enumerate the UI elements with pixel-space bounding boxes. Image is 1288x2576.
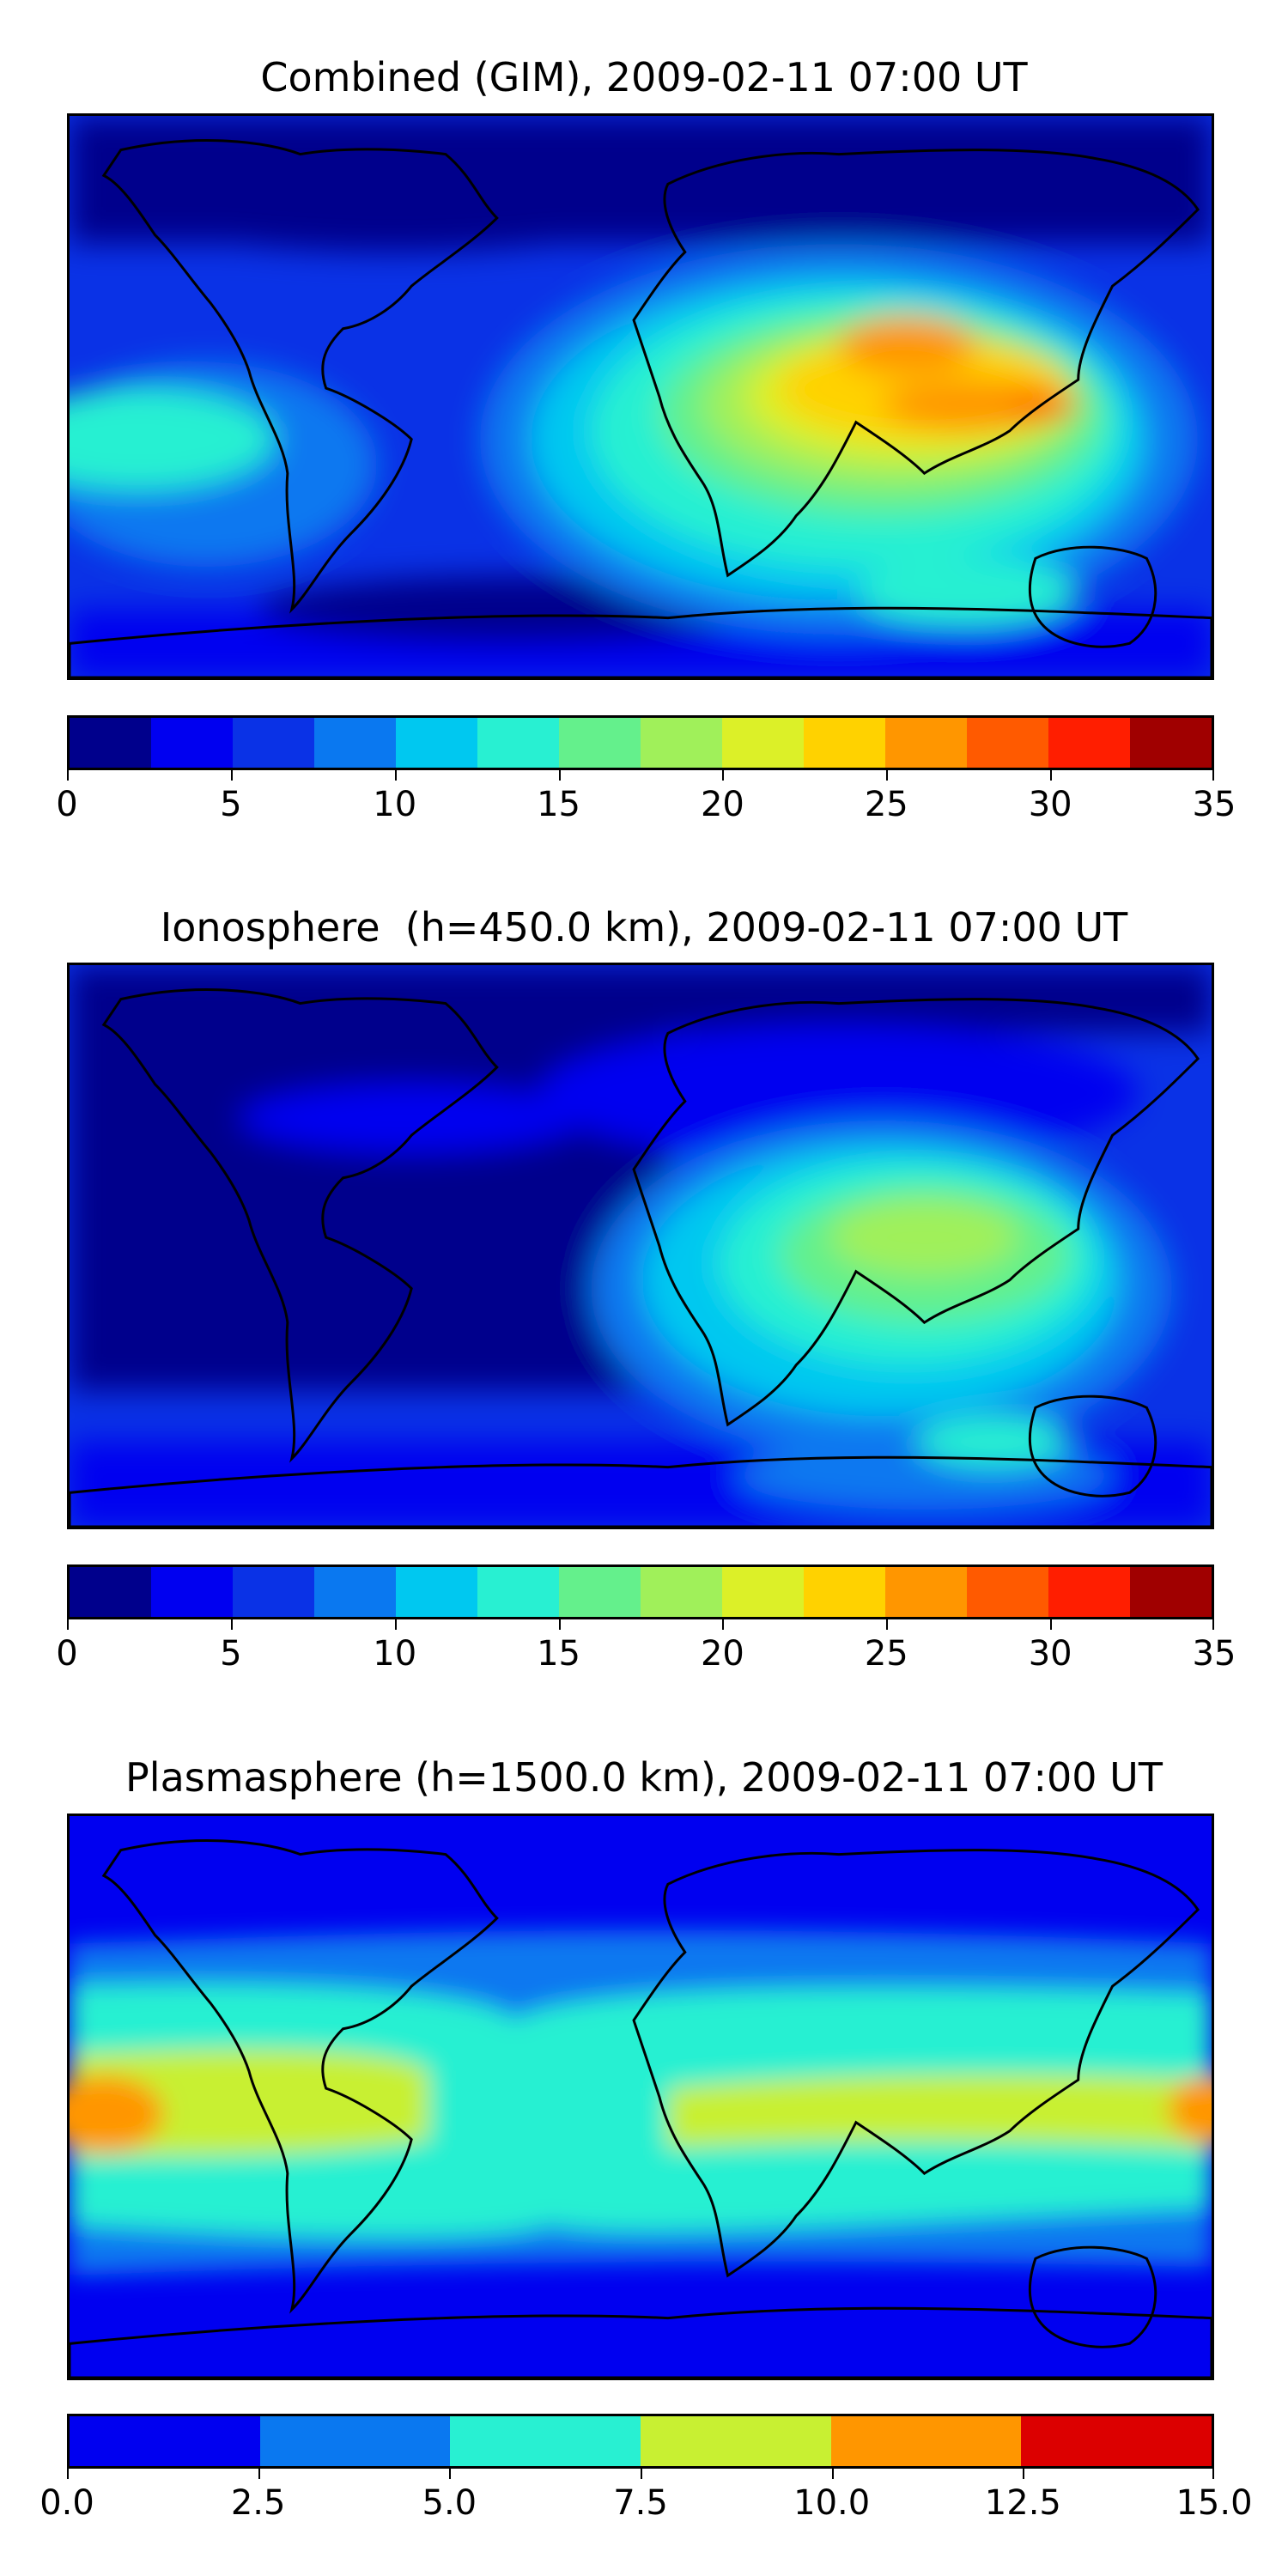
colorbar-segment (830, 2416, 1022, 2466)
colorbar-tick-label: 7.5 (613, 2483, 668, 2523)
colorbar-tick-label: 30 (1028, 1634, 1072, 1674)
tec-map-combined (67, 113, 1214, 680)
colorbar-segment (1130, 718, 1212, 768)
colorbar-segment (641, 1567, 722, 1617)
contour-plot (70, 1816, 1212, 2378)
colorbar-segment (967, 718, 1048, 768)
colorbar-tick-label: 35 (1192, 1634, 1236, 1674)
colorbar-tick-label: 20 (700, 1634, 744, 1674)
colorbar-tick-label: 10 (373, 785, 417, 824)
colorbar-segment (559, 718, 641, 768)
colorbar-segment (1130, 1567, 1212, 1617)
colorbar-tick (449, 2469, 452, 2479)
colorbar-tick (1212, 1619, 1214, 1630)
colorbar-tick (230, 1619, 233, 1630)
colorbar-tick-label: 12.5 (984, 2483, 1061, 2523)
colorbar-segment (1048, 718, 1130, 768)
colorbar-segment (233, 1567, 314, 1617)
colorbar-segment (559, 1567, 641, 1617)
colorbar-tick-label: 5 (220, 1634, 242, 1674)
colorbar-segment (722, 1567, 804, 1617)
colorbar-segment (641, 718, 722, 768)
colorbar-tick (258, 2469, 260, 2479)
colorbar-segment (70, 1567, 151, 1617)
chart-title: Ionosphere (h=450.0 km), 2009-02-11 07:0… (160, 904, 1128, 951)
colorbar-tick-label: 20 (700, 785, 744, 824)
colorbar-segment (314, 718, 396, 768)
colorbar-tick-label: 0 (56, 785, 78, 824)
colorbar-segment (477, 1567, 559, 1617)
colorbar-tick (722, 770, 725, 781)
colorbar-tick (230, 770, 233, 781)
colorbar-segment (885, 718, 967, 768)
colorbar-segment (233, 718, 314, 768)
colorbar-tick (394, 1619, 397, 1630)
colorbar-segment (70, 718, 151, 768)
colorbar-tick-label: 0.0 (39, 2483, 94, 2523)
colorbar-tick-label: 10.0 (793, 2483, 871, 2523)
colorbar-tick (1050, 1619, 1053, 1630)
colorbar-tick-label: 15 (537, 785, 581, 824)
colorbar-tick-label: 35 (1192, 785, 1236, 824)
colorbar-tick (886, 1619, 889, 1630)
colorbar-tick-label: 10 (373, 1634, 417, 1674)
colorbar-segment (259, 2416, 451, 2466)
colorbar-segment (722, 718, 804, 768)
colorbar-tick (558, 770, 561, 781)
colorbar-tick (67, 2469, 69, 2479)
colorbar-tick (67, 1619, 69, 1630)
colorbar-segment (804, 1567, 885, 1617)
colorbar-ticks: 0 5 10 15 20 25 30 35 (56, 770, 1236, 824)
colorbar-segment (314, 1567, 396, 1617)
colorbar-segment (641, 2416, 831, 2466)
colorbar-tick-label: 0 (56, 1634, 78, 1674)
colorbar-tick (1212, 770, 1214, 781)
tec-map-plasmasphere (67, 1814, 1214, 2380)
colorbar-segment (151, 718, 233, 768)
colorbar-tick-label: 30 (1028, 785, 1072, 824)
colorbar-segment (396, 718, 477, 768)
colorbar (67, 715, 1214, 770)
colorbar-segment (1048, 1567, 1130, 1617)
colorbar (67, 1564, 1214, 1619)
colorbar-tick (1212, 2469, 1214, 2479)
colorbar-tick (67, 770, 69, 781)
colorbar-tick (886, 770, 889, 781)
colorbar-tick-label: 5.0 (422, 2483, 477, 2523)
colorbar-segment (804, 718, 885, 768)
colorbar-tick (1023, 2469, 1025, 2479)
colorbar-tick-label: 25 (864, 785, 908, 824)
colorbar-segment (70, 2416, 260, 2466)
colorbar-tick (641, 2469, 642, 2479)
colorbar-segment (1021, 2416, 1212, 2466)
colorbar-ticks: 0 5 10 15 20 25 30 35 (56, 1619, 1236, 1674)
colorbar-segment (477, 718, 559, 768)
colorbar-tick-label: 15.0 (1176, 2483, 1253, 2523)
colorbar-tick (558, 1619, 561, 1630)
colorbar-tick-label: 5 (220, 785, 242, 824)
tec-map-ionosphere (67, 963, 1214, 1529)
colorbar-segment (151, 1567, 233, 1617)
colorbar-segment (396, 1567, 477, 1617)
contour-plot (70, 116, 1212, 677)
colorbar-segment (450, 2416, 641, 2466)
colorbar-tick-label: 15 (537, 1634, 581, 1674)
chart-title: Combined (GIM), 2009-02-11 07:00 UT (260, 54, 1028, 100)
colorbar-tick (722, 1619, 725, 1630)
colorbar-tick (831, 2469, 834, 2479)
contour-plot (70, 965, 1212, 1527)
colorbar-ticks: 0.0 2.5 5.0 7.5 10.0 12.5 15.0 (39, 2469, 1253, 2523)
colorbar (67, 2414, 1214, 2469)
chart-title: Plasmasphere (h=1500.0 km), 2009-02-11 0… (125, 1754, 1163, 1801)
colorbar-segment (885, 1567, 967, 1617)
colorbar-tick (394, 770, 397, 781)
colorbar-tick (1050, 770, 1053, 781)
colorbar-tick-label: 25 (864, 1634, 908, 1674)
colorbar-segment (967, 1567, 1048, 1617)
colorbar-tick-label: 2.5 (230, 2483, 286, 2523)
